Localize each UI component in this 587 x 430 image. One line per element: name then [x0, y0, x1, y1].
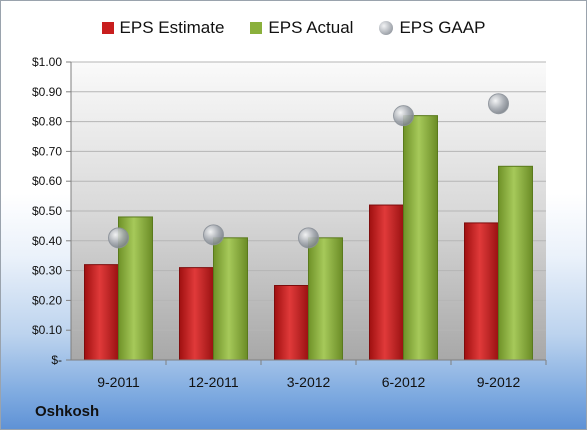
- x-tick-label: 6-2012: [382, 374, 426, 390]
- y-tick-label: $0.80: [32, 115, 62, 129]
- y-tick-label: $-: [51, 353, 62, 367]
- gaap-point: [203, 224, 224, 246]
- legend-item-gaap: EPS GAAP: [379, 18, 485, 38]
- legend-swatch-estimate: [101, 22, 114, 34]
- gaap-point: [488, 93, 509, 115]
- legend-item-actual: EPS Actual: [250, 18, 353, 38]
- gaap-points: [108, 93, 509, 249]
- legend-label-actual: EPS Actual: [268, 18, 354, 37]
- y-tick-label: $0.40: [32, 234, 62, 248]
- x-tick-label: 9-2012: [477, 374, 521, 390]
- gaap-point: [393, 105, 414, 127]
- y-tick-label: $0.60: [32, 174, 62, 188]
- company-name: Oshkosh: [35, 403, 100, 420]
- y-tick-label: $0.30: [32, 264, 62, 278]
- y-tick-label: $0.20: [32, 293, 62, 307]
- bar-actual: [213, 237, 248, 361]
- gaap-point: [298, 227, 319, 249]
- y-tick-label: $0.10: [32, 323, 62, 337]
- bar-actual: [308, 237, 343, 361]
- legend-label-estimate: EPS Estimate: [119, 18, 225, 37]
- legend-label-gaap: EPS GAAP: [399, 18, 486, 37]
- legend-swatch-actual: [250, 22, 263, 34]
- bar-estimate: [84, 264, 119, 361]
- y-tick-label: $0.90: [32, 85, 62, 99]
- x-tick-label: 12-2011: [188, 374, 239, 390]
- bar-estimate: [274, 285, 309, 361]
- x-axis: 9-2011 12-2011 3-2012 6-2012 9-2012: [71, 359, 547, 390]
- y-tick-label: $0.70: [32, 144, 62, 158]
- y-axis: $- $0.10 $0.20 $0.30 $0.40 $0.50 $0.60 $0.70 $0.…: [32, 55, 72, 367]
- x-tick-label: 9-2011: [97, 374, 140, 390]
- legend-item-estimate: EPS Estimate: [101, 18, 225, 38]
- bar-estimate: [464, 222, 499, 361]
- bar-estimate: [369, 204, 404, 361]
- bar-actual: [498, 165, 533, 361]
- y-tick-label: $1.00: [32, 55, 62, 69]
- bar-estimate: [179, 267, 214, 361]
- x-tick-label: 3-2012: [287, 374, 331, 390]
- gaap-point: [108, 227, 129, 249]
- legend: EPS Estimate EPS Actual EPS GAAP: [1, 18, 586, 38]
- y-tick-label: $0.50: [32, 204, 62, 218]
- bar-actual: [403, 115, 438, 361]
- legend-swatch-gaap: [379, 21, 394, 35]
- bars: [84, 115, 533, 361]
